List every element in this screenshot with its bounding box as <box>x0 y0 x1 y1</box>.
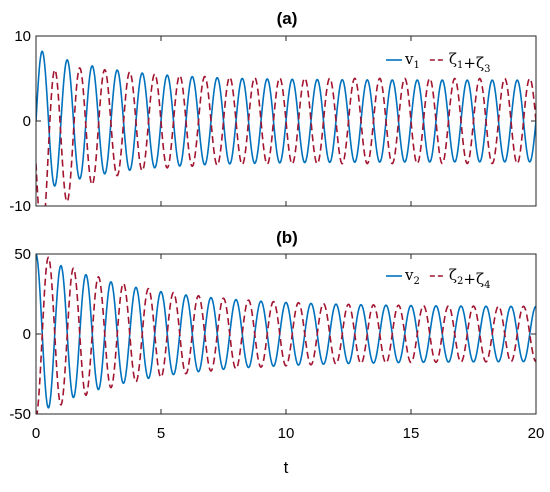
y-tick-label: -10 <box>9 198 31 215</box>
x-tick-label: 15 <box>403 425 420 442</box>
series-line-2 <box>36 67 536 206</box>
y-tick-label: 10 <box>14 28 31 45</box>
x-tick-label: 5 <box>157 425 165 442</box>
x-axis-label: t <box>284 458 289 477</box>
legend-b: v2 ζ2+ζ4 <box>386 266 490 291</box>
panel-b: (b) 500-50 0 5 10 15 20 v2 ζ2+ζ4 t <box>9 228 544 477</box>
legend-label-1: v1 <box>404 50 420 71</box>
y-tick-label: 0 <box>23 326 31 343</box>
series-line-2 <box>36 256 536 414</box>
legend-label-2: ζ1+ζ3 <box>449 50 491 75</box>
y-tick-label: -50 <box>9 406 31 423</box>
x-tick-label: 0 <box>32 425 40 442</box>
legend-a: v1 ζ1+ζ3 <box>386 50 490 75</box>
series-line-1 <box>36 50 536 187</box>
legend-label-1: v2 <box>404 266 420 287</box>
panel-a-title: (a) <box>277 9 298 28</box>
panel-b-title: (b) <box>276 228 298 247</box>
series-line-1 <box>36 254 536 409</box>
x-tick-label: 10 <box>278 425 295 442</box>
y-ticks-b: 50 0 -50 <box>9 246 536 423</box>
y-ticks-a: 10 0 -10 <box>9 28 537 215</box>
x-ticks-b: 0 5 10 15 20 <box>32 254 545 442</box>
plot-area-a <box>36 50 536 206</box>
legend-label-2: ζ2+ζ4 <box>449 266 491 291</box>
panel-a: (a) 10 0 -10 v1 ζ1+ζ3 <box>9 9 537 215</box>
y-tick-label: 50 <box>14 246 31 263</box>
x-tick-label: 20 <box>528 425 545 442</box>
plot-area-b <box>36 254 536 414</box>
y-tick-label: 0 <box>23 113 31 130</box>
